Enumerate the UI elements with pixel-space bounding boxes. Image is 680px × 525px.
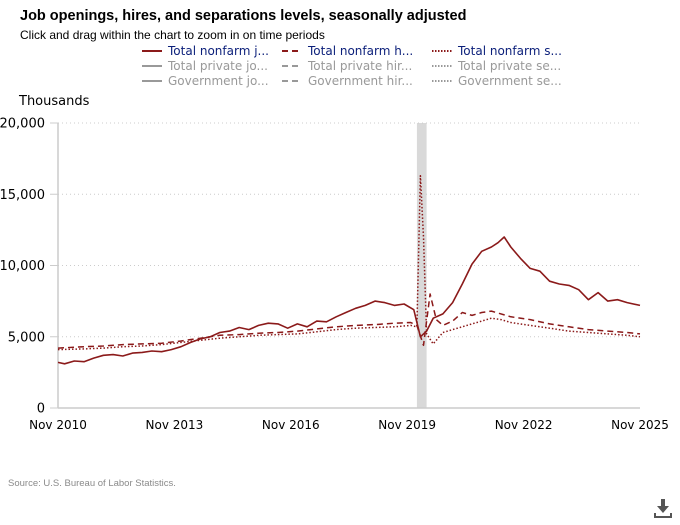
legend-solid-line-icon <box>142 50 162 52</box>
x-tick-label: Nov 2010 <box>29 418 87 432</box>
legend-dashed-line-icon <box>282 50 302 52</box>
legend-row: Total nonfarm j... Total nonfarm h... Tota… <box>140 44 570 59</box>
legend-label: Total private hir... <box>308 59 413 73</box>
line-chart[interactable]: 0 5,000 10,000 15,000 20,000 Nov 2010 Nov 2013… <box>0 0 680 470</box>
legend-row: Total private jo... Total private hir... T… <box>140 59 570 74</box>
y-axis-title: Thousands <box>19 94 90 109</box>
download-button[interactable] <box>652 497 674 519</box>
legend-dotted-line-icon <box>432 80 452 82</box>
legend-dashed-line-icon <box>282 65 302 67</box>
legend-item[interactable]: Total private jo... <box>140 59 268 73</box>
series-line-dashed <box>57 293 641 349</box>
series-line-solid <box>57 236 641 365</box>
y-tick-label: 10,000 <box>0 259 45 274</box>
chart-title: Job openings, hires, and separations lev… <box>20 8 467 24</box>
legend-solid-line-icon <box>142 65 162 67</box>
y-tick-label: 20,000 <box>0 117 45 132</box>
legend: Total nonfarm j... Total nonfarm h... Tota… <box>140 44 570 89</box>
legend-row: Government jo... Government hir... Governm… <box>140 74 570 89</box>
legend-label: Total nonfarm s... <box>458 44 562 58</box>
legend-dotted-line-icon <box>432 65 452 67</box>
x-tick-label: Nov 2022 <box>495 418 553 432</box>
legend-item[interactable]: Total nonfarm h... <box>280 44 413 58</box>
y-tick-label: 0 <box>37 402 45 417</box>
legend-label: Total nonfarm j... <box>168 44 269 58</box>
legend-item[interactable]: Total private hir... <box>280 59 412 73</box>
legend-label: Government hir... <box>308 74 413 88</box>
x-tick-label: Nov 2013 <box>146 418 204 432</box>
download-icon <box>654 499 672 518</box>
legend-item[interactable]: Total nonfarm j... <box>140 44 269 58</box>
legend-label: Total nonfarm h... <box>308 44 414 58</box>
legend-label: Government jo... <box>168 74 269 88</box>
legend-item[interactable]: Total private se... <box>430 59 561 73</box>
legend-item[interactable]: Government jo... <box>140 74 269 88</box>
legend-label: Total private se... <box>458 59 562 73</box>
series-line-dotted <box>57 174 641 351</box>
x-tick-label: Nov 2016 <box>262 418 320 432</box>
y-tick-label: 5,000 <box>8 330 45 345</box>
legend-label: Total private jo... <box>168 59 268 73</box>
x-tick-label: Nov 2019 <box>378 418 436 432</box>
y-tick-label: 15,000 <box>0 188 45 203</box>
source-note: Source: U.S. Bureau of Labor Statistics. <box>8 478 176 489</box>
legend-item[interactable]: Total nonfarm s... <box>430 44 562 58</box>
legend-item[interactable]: Government se... <box>430 74 562 88</box>
x-tick-label: Nov 2025 <box>611 418 669 432</box>
legend-item[interactable]: Government hir... <box>280 74 413 88</box>
legend-dotted-line-icon <box>432 50 452 52</box>
legend-solid-line-icon <box>142 80 162 82</box>
legend-label: Government se... <box>458 74 562 88</box>
recession-band <box>416 123 427 408</box>
chart-subtitle: Click and drag within the chart to zoom … <box>20 28 325 42</box>
legend-dashed-line-icon <box>282 80 302 82</box>
